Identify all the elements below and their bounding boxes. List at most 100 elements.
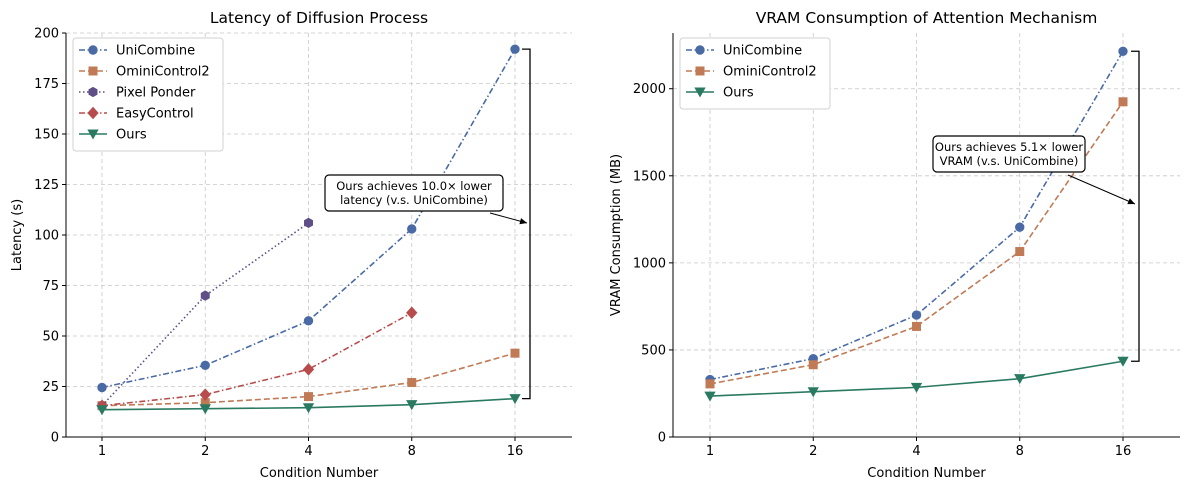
legend-marker xyxy=(87,129,99,140)
x-tick-label: 8 xyxy=(408,444,416,459)
data-point xyxy=(406,400,418,411)
annotation-bracket xyxy=(1131,50,1140,362)
x-tick-label: 4 xyxy=(304,444,312,459)
y-tick-label: 125 xyxy=(34,178,59,193)
legend-item: Pixel Ponder xyxy=(79,86,196,101)
series-ours xyxy=(96,394,521,416)
legend-label: EasyControl xyxy=(116,107,194,122)
data-point xyxy=(302,363,315,376)
data-point xyxy=(911,310,922,320)
series-ominicontrol2 xyxy=(705,97,1128,389)
legend-label: UniCombine xyxy=(116,44,195,59)
y-tick-label: 1000 xyxy=(633,256,666,271)
data-point xyxy=(912,321,921,331)
legend-marker xyxy=(88,86,98,98)
y-tick-label: 100 xyxy=(34,229,59,244)
annotation-bracket xyxy=(522,48,531,400)
legend-marker xyxy=(695,66,705,76)
chart-title: VRAM Consumption of Attention Mechanism xyxy=(756,9,1098,27)
x-tick-label: 16 xyxy=(1115,444,1132,459)
data-point xyxy=(406,306,418,320)
legend-item: UniCombine xyxy=(79,44,195,59)
y-axis-label: Latency (s) xyxy=(10,199,25,271)
chart-title: Latency of Diffusion Process xyxy=(210,9,428,27)
legend-label: Pixel Ponder xyxy=(116,86,196,101)
legend-marker xyxy=(88,66,98,76)
legend-label: OminiControl2 xyxy=(723,65,817,80)
annotation-arrow xyxy=(1067,174,1136,205)
x-axis-label: Condition Number xyxy=(867,466,986,481)
data-point xyxy=(199,404,211,415)
legend-item: Ours xyxy=(686,86,754,101)
legend-label: OminiControl2 xyxy=(116,65,210,80)
data-point xyxy=(1015,222,1025,232)
y-tick-label: 500 xyxy=(641,343,666,358)
annotation-text: VRAM (v.s. UniCombine) xyxy=(940,154,1079,168)
y-axis-label: VRAM Consumption (MB) xyxy=(609,154,624,316)
data-point xyxy=(304,217,313,229)
legend-marker xyxy=(694,87,706,98)
legend-frame xyxy=(72,37,224,152)
annotation-box xyxy=(324,174,504,212)
y-tick-label: 25 xyxy=(42,380,59,395)
data-point xyxy=(704,391,716,402)
y-tick-label: 150 xyxy=(34,128,59,143)
data-point xyxy=(200,360,210,370)
legend-label: UniCombine xyxy=(723,44,802,59)
y-tick-label: 0 xyxy=(658,431,666,446)
data-point xyxy=(303,316,314,326)
annotation-text: latency (v.s. UniCombine) xyxy=(340,193,488,207)
data-point xyxy=(807,387,819,398)
data-point xyxy=(705,379,715,389)
x-tick-label: 4 xyxy=(912,444,920,459)
chart-panel-2: 1 2 4 8 16 0 500 1000 1500 2000 VRAM Consumption o… xyxy=(609,9,1180,481)
legend-marker xyxy=(88,45,98,55)
x-tick-label: 1 xyxy=(706,444,714,459)
legend-label: Ours xyxy=(116,128,147,143)
data-point xyxy=(1118,97,1128,107)
series-line xyxy=(101,312,413,407)
annotation-arrowhead xyxy=(1127,198,1135,205)
legend-item: UniCombine xyxy=(686,44,802,59)
y-tick-label: 0 xyxy=(51,431,59,446)
y-tick-label: 75 xyxy=(42,279,59,294)
annotation-box xyxy=(932,135,1086,173)
legend: UniCombine OminiControl2 Pixel Ponder EasyC… xyxy=(72,37,224,152)
data-point xyxy=(199,388,211,401)
chart-panel-1: 1 2 4 8 16 0 25 50 75 100 125 150 175 200 Latency of D… xyxy=(10,9,572,481)
x-tick-label: 2 xyxy=(809,444,817,459)
data-point xyxy=(200,290,210,301)
data-point xyxy=(302,403,315,414)
series-easycontrol xyxy=(96,306,418,412)
x-tick-label: 8 xyxy=(1016,444,1024,459)
x-tick-label: 1 xyxy=(98,444,106,459)
data-point xyxy=(97,382,107,393)
data-point xyxy=(1118,46,1128,56)
data-point xyxy=(808,360,818,370)
annotation-text: Ours achieves 5.1× lower xyxy=(935,140,1083,154)
legend-marker xyxy=(695,45,705,55)
data-point xyxy=(407,377,417,387)
y-tick-label: 200 xyxy=(34,27,59,42)
y-tick-label: 1500 xyxy=(633,169,666,184)
data-point xyxy=(510,44,520,54)
legend-item: EasyControl xyxy=(79,107,194,122)
legend-item: OminiControl2 xyxy=(686,65,817,80)
annotation-arrowhead xyxy=(519,218,527,225)
y-tick-label: 2000 xyxy=(633,82,666,97)
x-axis-label: Condition Number xyxy=(260,466,379,481)
x-tick-label: 2 xyxy=(201,444,209,459)
data-point xyxy=(1117,356,1129,367)
data-point xyxy=(96,405,108,416)
data-point xyxy=(509,394,521,405)
series-unicombine xyxy=(97,44,520,393)
legend-item: OminiControl2 xyxy=(79,65,210,80)
y-tick-label: 175 xyxy=(34,77,59,92)
data-point xyxy=(1015,247,1025,257)
data-point xyxy=(510,348,520,358)
legend-marker xyxy=(87,106,99,120)
annotation-text: Ours achieves 10.0× lower xyxy=(336,179,492,193)
series-ours xyxy=(704,356,1129,402)
